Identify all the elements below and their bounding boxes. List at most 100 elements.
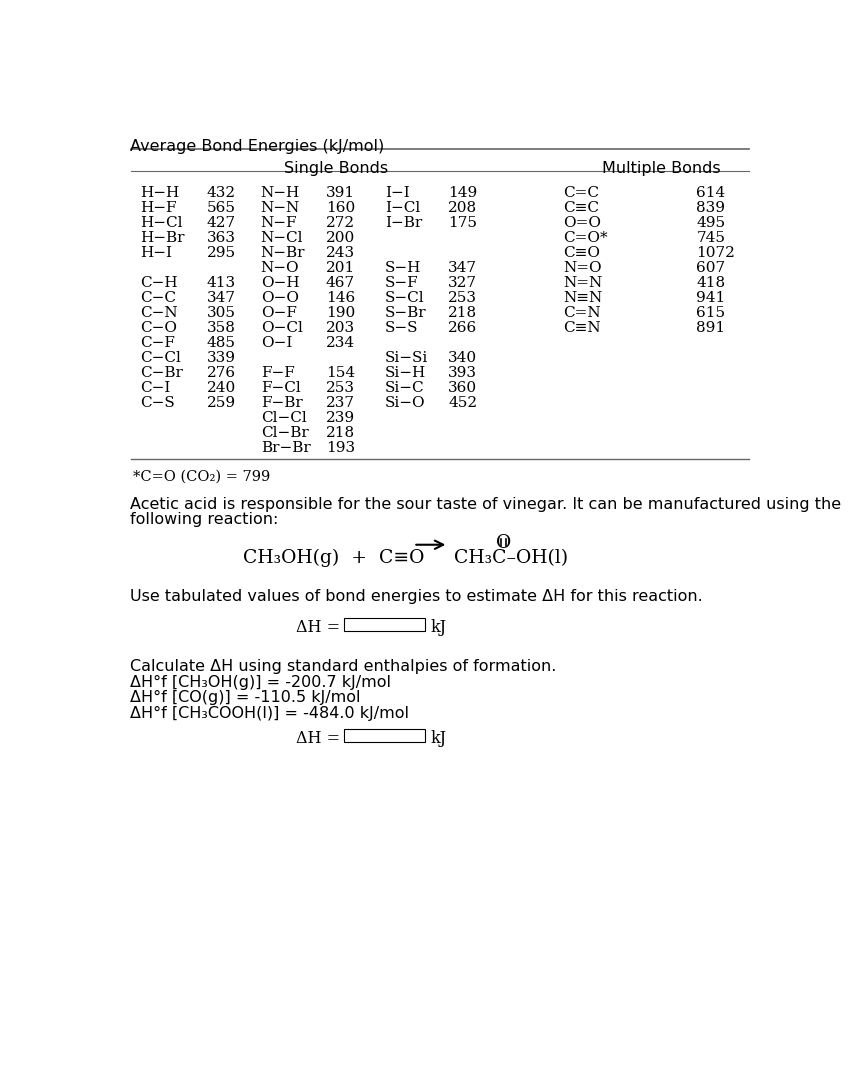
Text: Br−Br: Br−Br: [261, 441, 311, 455]
Text: 243: 243: [326, 246, 355, 260]
Text: O−O: O−O: [261, 290, 299, 305]
Text: 891: 891: [696, 321, 725, 335]
Text: N−N: N−N: [261, 201, 300, 215]
Text: following reaction:: following reaction:: [130, 512, 279, 527]
Text: O: O: [496, 534, 511, 552]
Text: 160: 160: [326, 201, 355, 215]
Text: O−F: O−F: [261, 307, 297, 320]
Text: C=C: C=C: [563, 186, 599, 200]
Text: Multiple Bonds: Multiple Bonds: [602, 160, 721, 175]
Text: kJ: kJ: [431, 619, 446, 637]
Text: C−O: C−O: [140, 321, 177, 335]
Text: C≡C: C≡C: [563, 201, 599, 215]
Text: ΔH°f [CO(g)] = -110.5 kJ/mol: ΔH°f [CO(g)] = -110.5 kJ/mol: [130, 690, 361, 705]
Text: I−I: I−I: [384, 186, 409, 200]
Text: F−Cl: F−Cl: [261, 381, 300, 395]
Text: 427: 427: [207, 216, 236, 230]
Text: N−O: N−O: [261, 261, 299, 274]
Text: 208: 208: [448, 201, 477, 215]
Text: ΔH°f [CH₃COOH(l)] = -484.0 kJ/mol: ΔH°f [CH₃COOH(l)] = -484.0 kJ/mol: [130, 706, 409, 721]
Text: I−Cl: I−Cl: [384, 201, 420, 215]
Text: 276: 276: [207, 366, 236, 380]
Text: Use tabulated values of bond energies to estimate ΔH for this reaction.: Use tabulated values of bond energies to…: [130, 588, 704, 603]
Text: Si−Si: Si−Si: [384, 351, 428, 365]
Text: CH₃OH(g)  +  C≡O: CH₃OH(g) + C≡O: [243, 549, 424, 567]
Text: C=N: C=N: [563, 307, 601, 320]
Text: C−Br: C−Br: [140, 366, 183, 380]
Text: 347: 347: [207, 290, 235, 305]
Text: 391: 391: [326, 186, 355, 200]
Text: S−S: S−S: [384, 321, 418, 335]
Text: 190: 190: [326, 307, 355, 320]
Text: 305: 305: [207, 307, 235, 320]
Text: 565: 565: [207, 201, 235, 215]
Text: H−Cl: H−Cl: [140, 216, 182, 230]
Text: 218: 218: [326, 426, 355, 440]
Text: Calculate ΔH using standard enthalpies of formation.: Calculate ΔH using standard enthalpies o…: [130, 659, 557, 675]
Bar: [343, 618, 425, 631]
Text: 239: 239: [326, 411, 355, 425]
Text: Cl−Cl: Cl−Cl: [261, 411, 306, 425]
Text: ΔH =: ΔH =: [296, 731, 340, 748]
Text: 203: 203: [326, 321, 355, 335]
Text: 615: 615: [696, 307, 725, 320]
Text: Si−O: Si−O: [384, 396, 426, 410]
Text: 253: 253: [326, 381, 355, 395]
Text: Acetic acid is responsible for the sour taste of vinegar. It can be manufactured: Acetic acid is responsible for the sour …: [130, 497, 842, 512]
Text: CH₃C–OH(l): CH₃C–OH(l): [455, 549, 569, 567]
Text: N−H: N−H: [261, 186, 300, 200]
Text: H−F: H−F: [140, 201, 176, 215]
Text: 495: 495: [696, 216, 725, 230]
Text: S−H: S−H: [384, 261, 421, 274]
Text: O−Cl: O−Cl: [261, 321, 303, 335]
Text: 607: 607: [696, 261, 725, 274]
Text: C−I: C−I: [140, 381, 170, 395]
Text: 240: 240: [207, 381, 236, 395]
Text: ΔH°f [CH₃OH(g)] = -200.7 kJ/mol: ΔH°f [CH₃OH(g)] = -200.7 kJ/mol: [130, 675, 391, 690]
Text: H−H: H−H: [140, 186, 179, 200]
Text: 413: 413: [207, 276, 236, 290]
Text: N=O: N=O: [563, 261, 601, 274]
Text: kJ: kJ: [431, 731, 446, 748]
Text: 259: 259: [207, 396, 236, 410]
Text: 201: 201: [326, 261, 355, 274]
Text: 218: 218: [448, 307, 477, 320]
Text: C−Cl: C−Cl: [140, 351, 181, 365]
Text: 237: 237: [326, 396, 355, 410]
Text: Si−H: Si−H: [384, 366, 426, 380]
Text: C≡N: C≡N: [563, 321, 601, 335]
Text: Average Bond Energies (kJ/mol): Average Bond Energies (kJ/mol): [130, 139, 384, 154]
Text: 200: 200: [326, 231, 355, 245]
Text: 149: 149: [448, 186, 478, 200]
Text: 234: 234: [326, 336, 355, 350]
Text: 452: 452: [448, 396, 477, 410]
Text: 941: 941: [696, 290, 726, 305]
Text: Single Bonds: Single Bonds: [284, 160, 388, 175]
Text: O=O: O=O: [563, 216, 601, 230]
Text: 745: 745: [696, 231, 725, 245]
Text: 418: 418: [696, 276, 725, 290]
Text: S−Cl: S−Cl: [384, 290, 425, 305]
Text: 839: 839: [696, 201, 725, 215]
Text: H−I: H−I: [140, 246, 172, 260]
Text: 1072: 1072: [696, 246, 735, 260]
Bar: [343, 728, 425, 742]
Text: N−Cl: N−Cl: [261, 231, 303, 245]
Text: 347: 347: [448, 261, 477, 274]
Text: F−Br: F−Br: [261, 396, 303, 410]
Text: C−H: C−H: [140, 276, 178, 290]
Text: 327: 327: [448, 276, 477, 290]
Text: C−N: C−N: [140, 307, 178, 320]
Text: ΔH =: ΔH =: [296, 619, 340, 637]
Text: C−F: C−F: [140, 336, 175, 350]
Text: N−F: N−F: [261, 216, 297, 230]
Text: H−Br: H−Br: [140, 231, 184, 245]
Text: 363: 363: [207, 231, 235, 245]
Text: S−F: S−F: [384, 276, 419, 290]
Text: C−S: C−S: [140, 396, 174, 410]
Text: O−I: O−I: [261, 336, 292, 350]
Text: N≡N: N≡N: [563, 290, 602, 305]
Text: 154: 154: [326, 366, 355, 380]
Text: 614: 614: [696, 186, 726, 200]
Text: 358: 358: [207, 321, 235, 335]
